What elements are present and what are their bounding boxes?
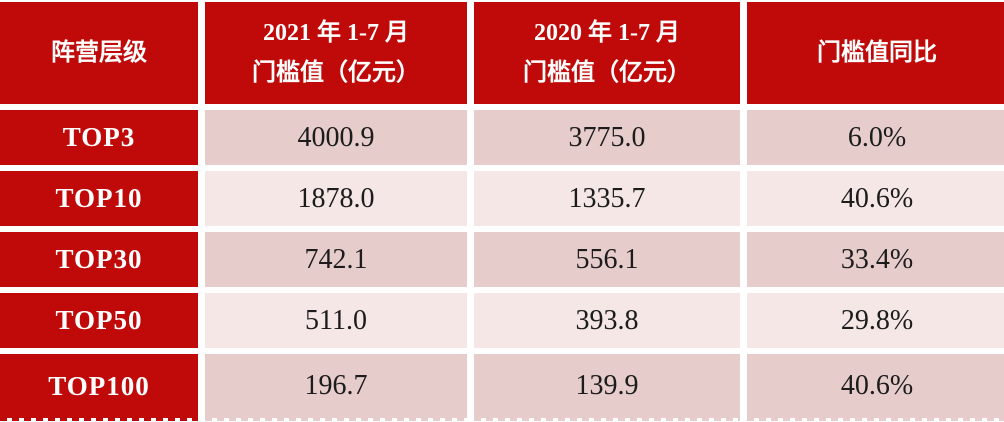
row-top50-tier: TOP50 (0, 293, 198, 348)
row-top10-value-2021: 1878.0 (205, 171, 467, 226)
col-header-tier-label: 阵营层级 (51, 40, 147, 66)
row-top30-yoy: 33.4% (747, 232, 1004, 287)
row-top50-value-2021: 511.0 (205, 293, 467, 348)
col-header-yoy-label: 门槛值同比 (817, 40, 937, 66)
row-top3-yoy: 6.0% (747, 110, 1004, 165)
row-top30-value-2020: 556.1 (474, 232, 740, 287)
row-top3-value-2021: 4000.9 (205, 110, 467, 165)
row-top100-value-2020: 139.9 (474, 354, 740, 418)
row-top50-value-2020: 393.8 (474, 293, 740, 348)
row-top10-value-2020: 1335.7 (474, 171, 740, 226)
col-header-yoy: 门槛值同比 (747, 2, 1004, 104)
row-top30-value-2021: 742.1 (205, 232, 467, 287)
row-top100-value-2021: 196.7 (205, 354, 467, 418)
dashed-edge-yoy-column (747, 416, 1004, 421)
col-header-2021-line2: 门槛值（亿元） (252, 60, 420, 86)
dashed-edge-2021-column (205, 416, 467, 421)
row-top10-yoy: 40.6% (747, 171, 1004, 226)
row-top50-yoy: 29.8% (747, 293, 1004, 348)
row-top30-tier: TOP30 (0, 232, 198, 287)
row-top100-yoy: 40.6% (747, 354, 1004, 418)
row-top3-value-2020: 3775.0 (474, 110, 740, 165)
row-top100-tier: TOP100 (0, 354, 198, 418)
col-header-2020-line2: 门槛值（亿元） (523, 60, 691, 86)
col-header-2020: 2020 年 1-7 月 门槛值（亿元） (474, 2, 740, 104)
row-top3-tier: TOP3 (0, 110, 198, 165)
col-header-tier: 阵营层级 (0, 2, 198, 104)
row-top10-tier: TOP10 (0, 171, 198, 226)
dashed-edge-2020-column (474, 416, 740, 421)
col-header-2021: 2021 年 1-7 月 门槛值（亿元） (205, 2, 467, 104)
table-bottom-dashed-edge (0, 416, 1004, 421)
col-header-2021-line1: 2021 年 1-7 月 (263, 20, 409, 46)
dashed-edge-tier-column (0, 416, 198, 421)
col-header-2020-line1: 2020 年 1-7 月 (534, 20, 680, 46)
